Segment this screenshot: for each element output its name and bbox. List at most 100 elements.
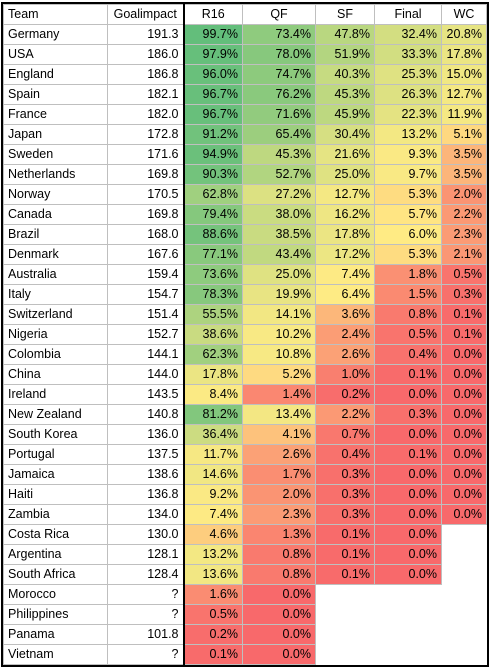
cell-sf[interactable]: 0.2% (315, 384, 375, 405)
cell-sf[interactable]: 12.7% (315, 184, 375, 205)
cell-sf[interactable]: 2.4% (315, 324, 375, 345)
cell-sf[interactable]: 0.4% (315, 444, 375, 465)
cell-sf[interactable]: 51.9% (315, 44, 375, 65)
cell-r16[interactable]: 36.4% (182, 424, 243, 445)
cell-goalimpact[interactable]: 168.0 (107, 224, 184, 245)
cell-team[interactable]: Zambia (3, 504, 108, 525)
cell-sf[interactable]: 6.4% (315, 284, 375, 305)
cell-final[interactable]: 25.3% (374, 64, 442, 85)
cell-final[interactable]: 0.0% (374, 564, 442, 585)
cell-final[interactable] (374, 604, 442, 625)
cell-final[interactable]: 13.2% (374, 124, 442, 145)
cell-final[interactable]: 0.3% (374, 404, 442, 425)
cell-team[interactable]: Japan (3, 124, 108, 145)
cell-final[interactable] (374, 584, 442, 605)
cell-r16[interactable]: 0.1% (182, 644, 243, 665)
header-wc[interactable]: WC (441, 4, 487, 25)
cell-r16[interactable]: 90.3% (182, 164, 243, 185)
cell-team[interactable]: Australia (3, 264, 108, 285)
cell-qf[interactable]: 0.8% (242, 544, 316, 565)
cell-sf[interactable]: 30.4% (315, 124, 375, 145)
cell-team[interactable]: Netherlands (3, 164, 108, 185)
cell-qf[interactable]: 4.1% (242, 424, 316, 445)
cell-sf[interactable] (315, 624, 375, 645)
cell-final[interactable]: 9.3% (374, 144, 442, 165)
cell-r16[interactable]: 96.7% (182, 84, 243, 105)
cell-wc[interactable] (441, 624, 487, 645)
cell-goalimpact[interactable]: 138.6 (107, 464, 184, 485)
cell-qf[interactable]: 10.8% (242, 344, 316, 365)
cell-wc[interactable]: 15.0% (441, 64, 487, 85)
cell-team[interactable]: Jamaica (3, 464, 108, 485)
cell-qf[interactable]: 25.0% (242, 264, 316, 285)
cell-team[interactable]: Vietnam (3, 644, 108, 665)
cell-wc[interactable]: 0.1% (441, 304, 487, 325)
cell-wc[interactable]: 0.0% (441, 504, 487, 525)
cell-goalimpact[interactable]: 186.8 (107, 64, 184, 85)
cell-qf[interactable]: 1.4% (242, 384, 316, 405)
cell-team[interactable]: France (3, 104, 108, 125)
cell-r16[interactable]: 78.3% (182, 284, 243, 305)
cell-wc[interactable] (441, 524, 487, 545)
cell-qf[interactable]: 1.3% (242, 524, 316, 545)
cell-wc[interactable]: 0.0% (441, 464, 487, 485)
cell-sf[interactable]: 0.3% (315, 504, 375, 525)
cell-goalimpact[interactable]: 101.8 (107, 624, 184, 645)
cell-r16[interactable]: 79.4% (182, 204, 243, 225)
header-qf[interactable]: QF (242, 4, 316, 25)
cell-wc[interactable]: 2.0% (441, 184, 487, 205)
header-sf[interactable]: SF (315, 4, 375, 25)
cell-team[interactable]: Costa Rica (3, 524, 108, 545)
cell-qf[interactable]: 2.6% (242, 444, 316, 465)
cell-team[interactable]: Sweden (3, 144, 108, 165)
cell-r16[interactable]: 96.0% (182, 64, 243, 85)
cell-wc[interactable]: 20.8% (441, 24, 487, 45)
cell-sf[interactable]: 40.3% (315, 64, 375, 85)
cell-r16[interactable]: 62.3% (182, 344, 243, 365)
cell-r16[interactable]: 7.4% (182, 504, 243, 525)
cell-sf[interactable]: 1.0% (315, 364, 375, 385)
cell-wc[interactable]: 0.5% (441, 264, 487, 285)
cell-final[interactable]: 0.1% (374, 444, 442, 465)
cell-team[interactable]: South Korea (3, 424, 108, 445)
cell-goalimpact[interactable]: 182.0 (107, 104, 184, 125)
cell-final[interactable]: 0.0% (374, 524, 442, 545)
cell-team[interactable]: Philippines (3, 604, 108, 625)
cell-wc[interactable]: 2.1% (441, 244, 487, 265)
cell-goalimpact[interactable]: 144.0 (107, 364, 184, 385)
cell-final[interactable]: 0.8% (374, 304, 442, 325)
cell-qf[interactable]: 0.0% (242, 584, 316, 605)
cell-final[interactable]: 33.3% (374, 44, 442, 65)
cell-final[interactable]: 0.0% (374, 384, 442, 405)
cell-goalimpact[interactable]: 154.7 (107, 284, 184, 305)
cell-wc[interactable]: 0.1% (441, 324, 487, 345)
cell-team[interactable]: Argentina (3, 544, 108, 565)
cell-goalimpact[interactable]: ? (107, 584, 184, 605)
cell-qf[interactable]: 65.4% (242, 124, 316, 145)
cell-qf[interactable]: 73.4% (242, 24, 316, 45)
cell-wc[interactable] (441, 564, 487, 585)
cell-final[interactable]: 0.0% (374, 484, 442, 505)
cell-qf[interactable]: 38.0% (242, 204, 316, 225)
cell-goalimpact[interactable]: 151.4 (107, 304, 184, 325)
cell-final[interactable]: 1.8% (374, 264, 442, 285)
header-team[interactable]: Team (3, 4, 108, 25)
cell-final[interactable]: 5.3% (374, 184, 442, 205)
cell-sf[interactable]: 7.4% (315, 264, 375, 285)
cell-team[interactable]: Haiti (3, 484, 108, 505)
cell-wc[interactable]: 0.3% (441, 284, 487, 305)
cell-team[interactable]: Portugal (3, 444, 108, 465)
cell-final[interactable]: 5.3% (374, 244, 442, 265)
cell-r16[interactable]: 81.2% (182, 404, 243, 425)
cell-final[interactable]: 0.1% (374, 364, 442, 385)
cell-goalimpact[interactable]: 172.8 (107, 124, 184, 145)
cell-r16[interactable]: 0.2% (182, 624, 243, 645)
cell-goalimpact[interactable]: 182.1 (107, 84, 184, 105)
cell-r16[interactable]: 94.9% (182, 144, 243, 165)
cell-sf[interactable]: 0.1% (315, 524, 375, 545)
cell-team[interactable]: Denmark (3, 244, 108, 265)
cell-wc[interactable] (441, 644, 487, 665)
cell-r16[interactable]: 17.8% (182, 364, 243, 385)
cell-team[interactable]: Morocco (3, 584, 108, 605)
cell-goalimpact[interactable]: 140.8 (107, 404, 184, 425)
